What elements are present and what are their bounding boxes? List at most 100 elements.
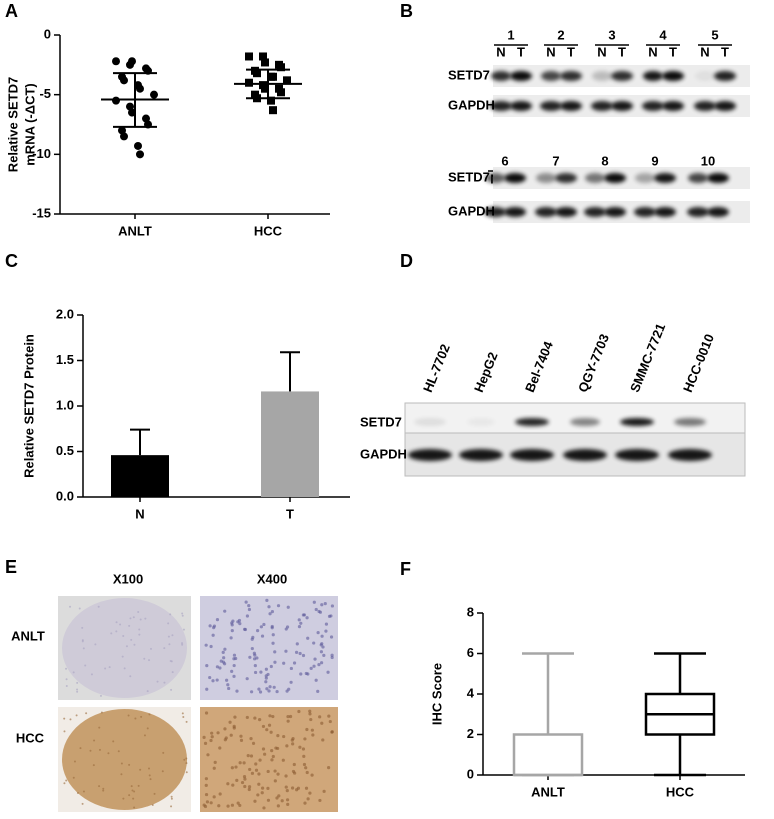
band <box>560 71 582 81</box>
texture <box>90 673 93 676</box>
lane-number: 2 <box>557 27 564 42</box>
texture <box>316 630 320 635</box>
dot <box>261 58 269 67</box>
texture <box>233 715 237 719</box>
texture <box>169 659 172 662</box>
texture <box>204 711 209 715</box>
band <box>688 173 708 183</box>
texture <box>267 605 271 609</box>
texture <box>147 767 150 770</box>
texture <box>310 773 314 777</box>
band <box>540 101 562 111</box>
texture <box>276 734 280 738</box>
texture <box>94 643 97 646</box>
texture <box>265 687 269 691</box>
y-tick-label: 2.0 <box>56 306 74 321</box>
texture <box>253 664 257 668</box>
texture <box>245 677 249 681</box>
dot <box>245 78 253 87</box>
band <box>592 71 612 81</box>
texture <box>76 791 79 794</box>
texture <box>309 717 313 722</box>
texture <box>264 667 268 671</box>
dot <box>283 76 291 85</box>
lane-t: T <box>721 44 729 59</box>
texture <box>249 754 254 758</box>
dot <box>245 52 253 61</box>
texture <box>170 688 173 691</box>
cell-line: SMMC-7721 <box>627 321 668 394</box>
texture <box>228 720 232 724</box>
texture <box>204 783 208 787</box>
texture <box>295 788 299 792</box>
texture <box>273 779 277 783</box>
texture <box>234 765 238 769</box>
texture <box>218 746 222 750</box>
texture <box>308 712 312 716</box>
band <box>504 173 526 183</box>
texture <box>211 679 215 683</box>
dot <box>112 96 120 105</box>
texture <box>138 633 141 636</box>
texture <box>209 738 213 743</box>
texture <box>217 804 221 808</box>
texture <box>270 749 274 753</box>
texture <box>215 678 219 682</box>
texture <box>243 777 247 781</box>
texture <box>205 800 210 804</box>
texture <box>112 740 115 743</box>
texture <box>93 739 96 742</box>
texture <box>285 744 289 748</box>
band <box>555 207 577 217</box>
dot <box>128 57 136 66</box>
texture <box>261 747 266 751</box>
band <box>662 101 684 111</box>
texture <box>232 657 236 661</box>
texture <box>277 794 281 798</box>
texture <box>324 629 328 633</box>
texture <box>280 799 284 803</box>
texture <box>298 651 302 656</box>
texture <box>251 741 256 745</box>
texture <box>273 660 277 664</box>
texture <box>249 690 254 694</box>
texture <box>257 782 261 786</box>
texture <box>222 656 226 660</box>
texture <box>215 665 220 669</box>
lane-number: 8 <box>601 153 608 168</box>
texture <box>232 674 236 678</box>
texture <box>131 789 134 792</box>
texture <box>269 730 273 734</box>
band <box>467 418 495 426</box>
texture <box>208 624 212 628</box>
texture <box>257 772 261 776</box>
band <box>510 71 532 81</box>
texture <box>227 686 231 691</box>
texture <box>294 650 299 654</box>
band <box>611 71 633 81</box>
y-axis-label: mRNA (-ΔCT) <box>22 83 37 166</box>
texture <box>284 649 288 653</box>
texture <box>320 642 324 646</box>
texture <box>63 717 66 720</box>
texture <box>115 630 118 633</box>
texture <box>205 687 209 691</box>
texture <box>76 681 79 684</box>
lane-n: N <box>546 44 555 59</box>
texture <box>317 663 321 667</box>
texture <box>304 766 308 770</box>
texture <box>223 647 227 651</box>
texture <box>297 625 302 629</box>
texture <box>137 784 140 787</box>
texture <box>122 634 125 637</box>
texture <box>230 629 234 633</box>
texture <box>156 680 159 683</box>
texture <box>292 762 296 767</box>
texture <box>253 799 257 803</box>
texture <box>209 801 213 805</box>
texture <box>310 728 314 732</box>
texture <box>84 664 87 667</box>
texture <box>102 789 105 792</box>
texture <box>260 791 264 795</box>
texture <box>305 727 309 732</box>
